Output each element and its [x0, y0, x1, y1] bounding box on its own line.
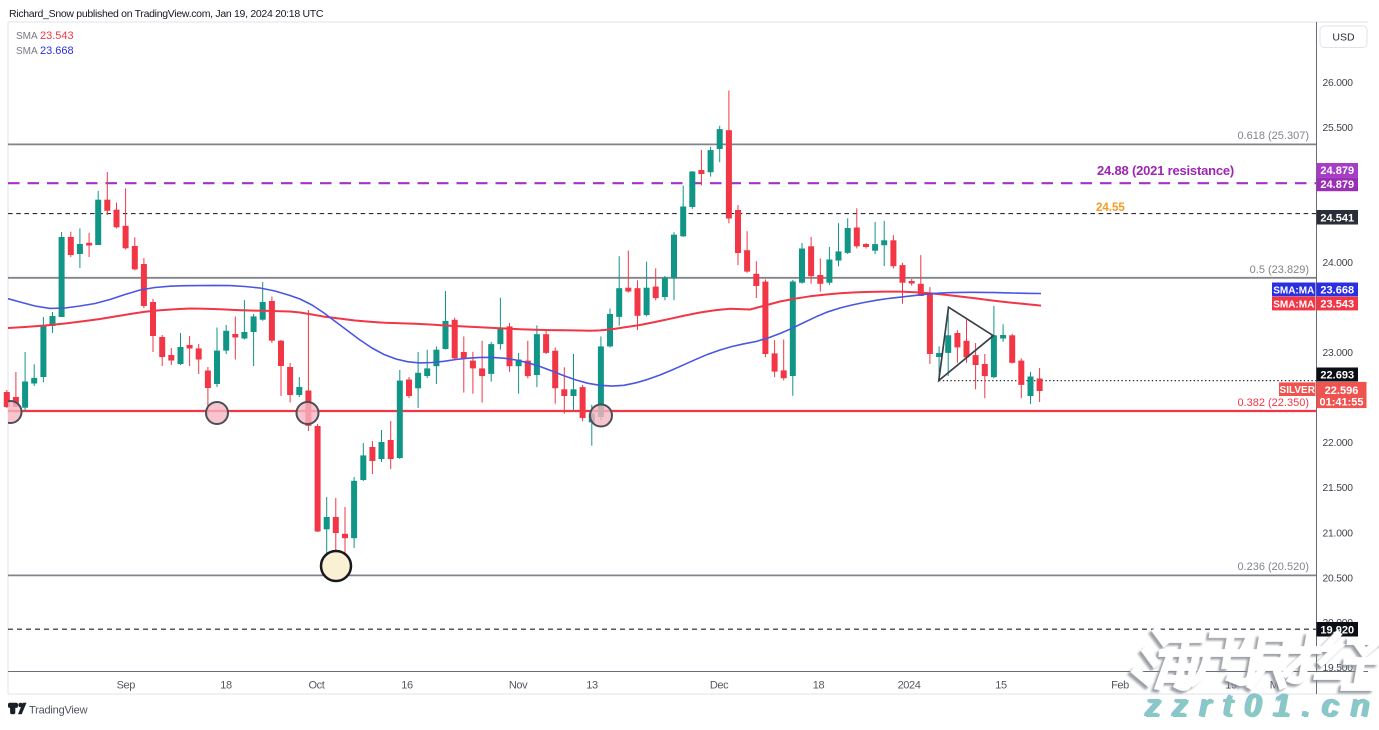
svg-text:22.596: 22.596 — [1325, 385, 1359, 397]
svg-text:0.618 (25.307): 0.618 (25.307) — [1237, 130, 1309, 142]
svg-text:23.543: 23.543 — [40, 30, 74, 42]
svg-text:Richard_Snow published on Trad: Richard_Snow published on TradingView.co… — [9, 8, 324, 20]
svg-text:USD: USD — [1332, 32, 1355, 44]
svg-text:23.668: 23.668 — [40, 45, 74, 57]
svg-text:SMA: SMA — [16, 46, 38, 57]
svg-text:23.543: 23.543 — [1320, 299, 1354, 311]
svg-text:TradingView: TradingView — [29, 705, 88, 717]
svg-text:Feb: Feb — [1111, 680, 1129, 692]
svg-text:18: 18 — [220, 680, 232, 692]
svg-text:Oct: Oct — [309, 680, 325, 692]
svg-text:26.000: 26.000 — [1323, 78, 1354, 89]
svg-text:20.500: 20.500 — [1323, 573, 1354, 584]
svg-text:23.000: 23.000 — [1323, 348, 1354, 359]
svg-text:0.382 (22.350): 0.382 (22.350) — [1237, 397, 1309, 409]
svg-text:18: 18 — [813, 680, 825, 692]
svg-text:Dec: Dec — [710, 680, 729, 692]
svg-text:SMA:MA: SMA:MA — [1273, 300, 1314, 311]
svg-text:24.541: 24.541 — [1320, 212, 1354, 224]
svg-text:01:41:55: 01:41:55 — [1319, 397, 1363, 409]
svg-text:19.500: 19.500 — [1323, 663, 1354, 674]
svg-text:24.879: 24.879 — [1320, 165, 1354, 177]
svg-text:25.500: 25.500 — [1323, 123, 1354, 134]
svg-text:21.500: 21.500 — [1323, 483, 1354, 494]
svg-text:22.000: 22.000 — [1323, 438, 1354, 449]
svg-text:2024: 2024 — [898, 680, 921, 692]
svg-text:SMA: SMA — [16, 31, 38, 42]
svg-text:SILVER: SILVER — [1280, 385, 1316, 396]
svg-text:Nov: Nov — [509, 680, 528, 692]
svg-text:0.5 (23.829): 0.5 (23.829) — [1250, 264, 1309, 276]
svg-text:24.55: 24.55 — [1096, 202, 1125, 214]
svg-text:22.693: 22.693 — [1320, 370, 1354, 382]
svg-text:21.000: 21.000 — [1323, 528, 1354, 539]
svg-text:23.668: 23.668 — [1320, 284, 1354, 296]
svg-text:zzrt01.cn: zzrt01.cn — [1145, 688, 1379, 724]
svg-text:zzrt01.cn: zzrt01.cn — [1143, 687, 1379, 723]
svg-text:SMA:MA: SMA:MA — [1273, 285, 1314, 296]
svg-text:24.000: 24.000 — [1323, 258, 1354, 269]
svg-text:16: 16 — [401, 680, 413, 692]
svg-text:13: 13 — [586, 680, 598, 692]
svg-text:24.88 (2021 resistance): 24.88 (2021 resistance) — [1097, 163, 1234, 178]
svg-text:0.236 (20.520): 0.236 (20.520) — [1237, 561, 1309, 573]
svg-text:24.879: 24.879 — [1320, 179, 1354, 191]
svg-text:Sep: Sep — [117, 680, 136, 692]
svg-text:15: 15 — [995, 680, 1007, 692]
